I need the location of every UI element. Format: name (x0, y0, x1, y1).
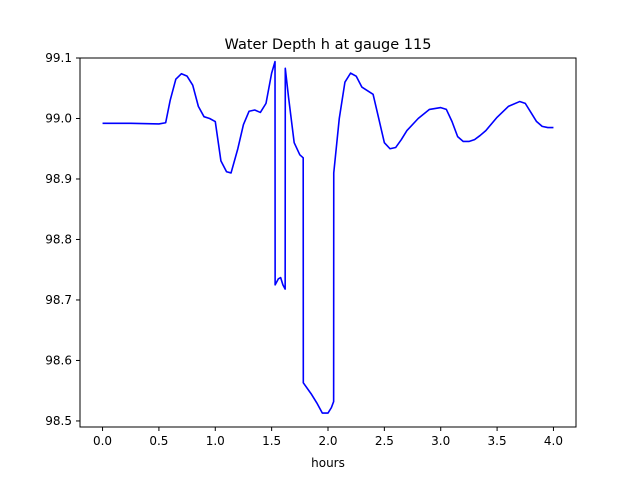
x-tick-label: 0.0 (93, 434, 112, 448)
y-tick-label: 98.9 (45, 172, 72, 186)
x-tick-label: 1.5 (262, 434, 281, 448)
y-tick-label: 98.5 (45, 414, 72, 428)
chart-title: Water Depth h at gauge 115 (225, 37, 432, 53)
y-tick-label: 98.7 (45, 293, 72, 307)
x-tick-label: 4.0 (544, 434, 563, 448)
x-tick-label: 2.5 (375, 434, 394, 448)
y-tick-label: 98.6 (45, 353, 72, 367)
x-tick-label: 3.0 (431, 434, 450, 448)
x-axis-label: hours (311, 456, 345, 470)
x-tick-label: 1.0 (206, 434, 225, 448)
series-line-0 (102, 60, 554, 414)
x-tick-label: 3.5 (488, 434, 507, 448)
x-tick-label: 2.0 (318, 434, 337, 448)
y-tick-label: 98.8 (45, 232, 72, 246)
plot-area: 0.0 0.5 1.0 1.5 2.0 2.5 3.0 3.5 4.0 98.5 98.6 98.7 9… (45, 51, 577, 448)
y-tick-label: 99.0 (45, 111, 72, 125)
y-tick-label: 99.1 (45, 51, 72, 65)
x-tick-label: 0.5 (149, 434, 168, 448)
